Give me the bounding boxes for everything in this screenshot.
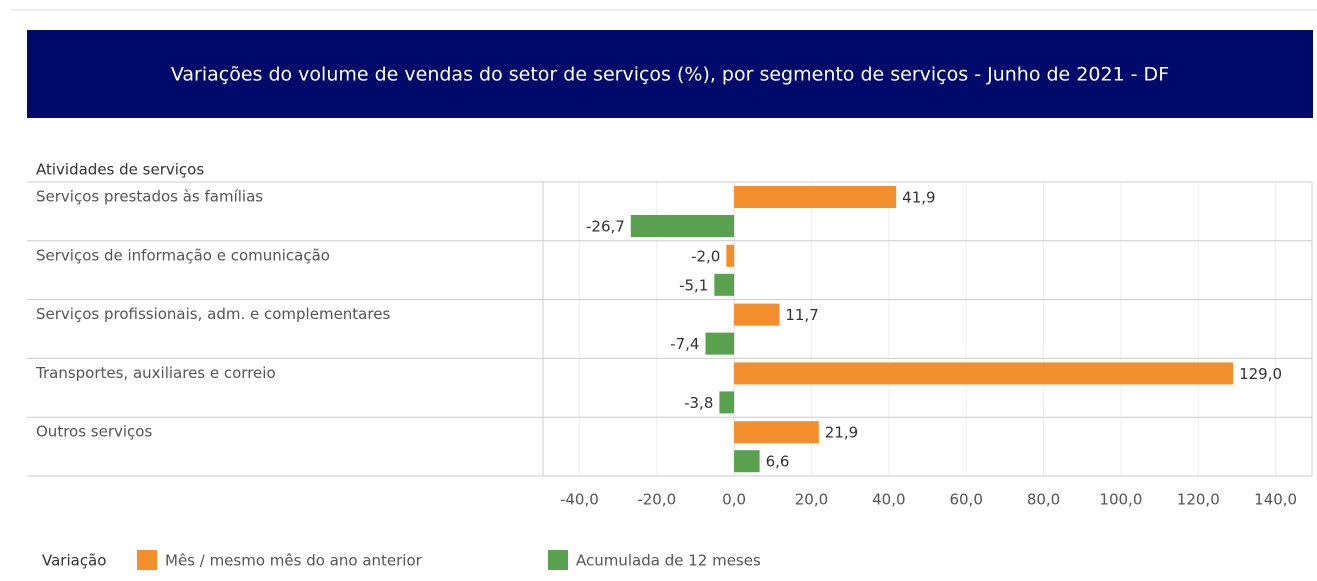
bar [719, 391, 735, 414]
value-label: 6,6 [766, 453, 790, 471]
x-tick-label: 80,0 [1027, 491, 1060, 509]
x-tick-label: 120,0 [1177, 491, 1220, 509]
value-label: -2,0 [691, 247, 720, 265]
legend-swatch [548, 550, 568, 570]
value-label: 41,9 [902, 189, 935, 207]
value-label: -3,8 [684, 394, 713, 412]
legend-title: Variação [42, 552, 106, 570]
x-tick-label: 40,0 [872, 491, 905, 509]
bar [734, 421, 819, 444]
x-tick-label: 0,0 [722, 491, 746, 509]
value-label: 21,9 [825, 424, 858, 442]
bar [630, 215, 735, 237]
title-banner [27, 30, 1313, 118]
category-label: Serviços de informação e comunicação [36, 246, 330, 264]
value-label: -26,7 [586, 218, 625, 236]
category-label: Serviços prestados às famílias [36, 188, 263, 206]
bar [714, 273, 735, 296]
row-header: Atividades de serviços [36, 161, 204, 179]
x-tick-label: 100,0 [1099, 491, 1142, 509]
category-label: Transportes, auxiliares e correio [35, 364, 276, 382]
bar [734, 450, 760, 473]
bar [726, 244, 735, 267]
x-tick-label: 20,0 [795, 491, 828, 509]
bar [734, 186, 897, 208]
bar [734, 362, 1234, 385]
value-label: -7,4 [670, 335, 699, 353]
x-tick-label: 140,0 [1254, 491, 1297, 509]
value-label: 11,7 [785, 306, 818, 324]
category-label: Serviços profissionais, adm. e complemen… [36, 305, 390, 323]
legend-swatch [137, 550, 157, 570]
x-tick-label: 60,0 [949, 491, 982, 509]
category-label: Outros serviços [36, 423, 152, 441]
x-tick-label: -20,0 [637, 491, 676, 509]
legend-label: Mês / mesmo mês do ano anterior [165, 552, 423, 570]
value-label: 129,0 [1239, 365, 1282, 383]
bar [705, 332, 735, 355]
x-tick-label: -40,0 [560, 491, 599, 509]
value-label: -5,1 [679, 276, 708, 294]
bar [734, 303, 780, 326]
legend-label: Acumulada de 12 meses [576, 552, 761, 570]
chart-title: Variações do volume de vendas do setor d… [171, 64, 1169, 86]
